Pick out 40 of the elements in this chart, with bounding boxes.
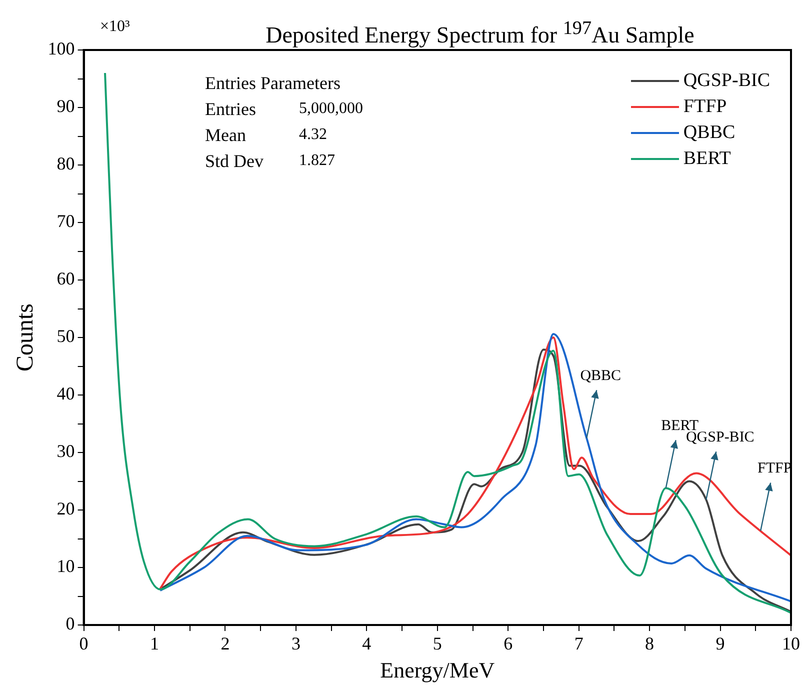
annotation: 4.32 bbox=[299, 125, 327, 145]
y-tick-label: 60 bbox=[56, 268, 75, 289]
annotation: Mean bbox=[205, 124, 247, 147]
y-axis-title: Counts bbox=[12, 303, 39, 372]
x-tick-label: 7 bbox=[574, 634, 584, 654]
y-tick-label: 20 bbox=[56, 498, 75, 519]
annotation: Entries bbox=[205, 98, 257, 121]
y-tick-label: 70 bbox=[56, 211, 75, 232]
y-tick-label: 50 bbox=[56, 326, 75, 346]
chart-title: Deposited Energy Spectrum for $^{197}$Au Sample bbox=[264, 18, 696, 49]
y-tick-label: 90 bbox=[56, 96, 75, 116]
annotation: 5,000,000 bbox=[299, 99, 363, 119]
y-tick-label: 80 bbox=[56, 154, 75, 174]
annotation: Entries Parameters bbox=[205, 72, 342, 95]
x-tick-label: 10 bbox=[782, 634, 800, 654]
y-tick-label: 40 bbox=[56, 384, 75, 404]
y-tick-label: 10 bbox=[56, 556, 75, 576]
x-axis-title: Energy/MeV bbox=[380, 658, 495, 683]
line-series bbox=[104, 72, 791, 614]
annotation: QBBC bbox=[580, 368, 622, 384]
legend-label: QGSP-BIC bbox=[683, 69, 770, 93]
x-tick-label: 0 bbox=[79, 634, 88, 654]
y-tick-label: 0 bbox=[66, 614, 75, 634]
x-tick-label: 1 bbox=[150, 634, 160, 654]
x-tick-label: 8 bbox=[645, 634, 654, 654]
legend-label: BERT bbox=[683, 147, 731, 171]
x-tick-label: 3 bbox=[291, 634, 300, 654]
annotation: FTFP bbox=[757, 460, 792, 477]
x-tick-label: 6 bbox=[504, 634, 513, 654]
annotation: Std Dev bbox=[205, 150, 264, 173]
x-tick-label: 2 bbox=[220, 634, 230, 654]
y-tick-label: 30 bbox=[56, 441, 75, 462]
x-tick-label: 4 bbox=[362, 634, 372, 654]
legend-label: QBBC bbox=[683, 121, 736, 145]
y-tick-label: 100 bbox=[48, 38, 75, 59]
text: ×10³ bbox=[100, 18, 130, 36]
annotation: 1.827 bbox=[299, 151, 335, 171]
x-tick-label: 5 bbox=[432, 634, 442, 654]
legend-label: FTFP bbox=[683, 95, 727, 119]
x-tick-label: 9 bbox=[716, 634, 725, 654]
